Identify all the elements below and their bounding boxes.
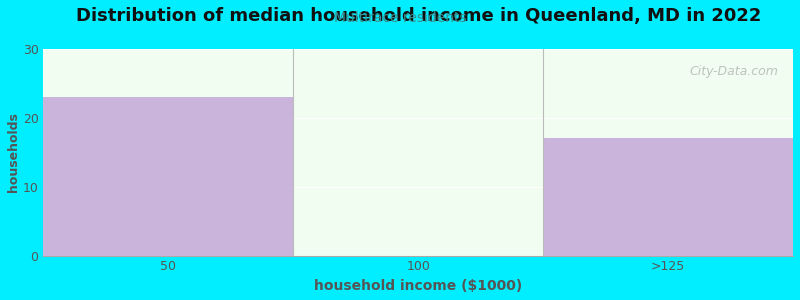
Text: City-Data.com: City-Data.com: [689, 65, 778, 78]
Bar: [543, 138, 793, 256]
X-axis label: household income ($1000): household income ($1000): [314, 279, 522, 293]
Bar: [43, 97, 294, 256]
Y-axis label: households: households: [7, 112, 20, 192]
Title: Distribution of median household income in Queenland, MD in 2022: Distribution of median household income …: [75, 7, 761, 25]
Text: Multirace residents: Multirace residents: [334, 11, 466, 25]
